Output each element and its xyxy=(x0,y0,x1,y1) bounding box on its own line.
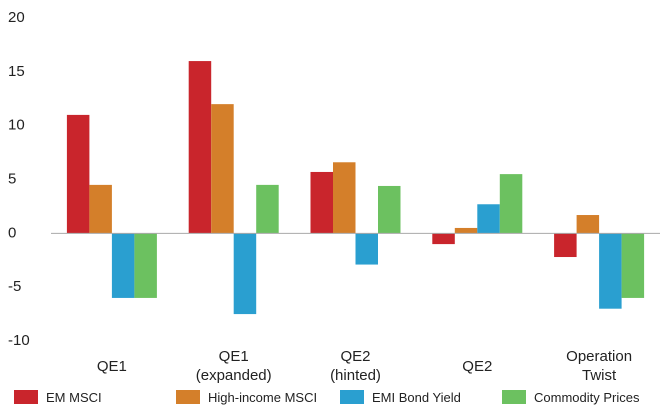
bar xyxy=(188,61,212,234)
legend-item: EM MSCI xyxy=(14,389,102,405)
legend-label: EMI Bond Yield xyxy=(372,389,461,405)
y-tick-label: -5 xyxy=(8,278,21,295)
bar xyxy=(454,227,478,234)
bar xyxy=(111,233,135,298)
bar xyxy=(432,233,455,245)
legend-swatch xyxy=(502,390,526,404)
legend-label: EM MSCI xyxy=(46,389,102,405)
y-tick-label: -10 xyxy=(8,332,30,349)
bar xyxy=(477,204,500,234)
y-tick-label: 15 xyxy=(8,63,25,80)
bar xyxy=(256,184,279,234)
legend-label: Commodity Prices xyxy=(534,389,640,405)
y-tick-label: 0 xyxy=(8,224,16,241)
legend-swatch xyxy=(176,390,200,404)
bar xyxy=(333,162,356,234)
legend-item: High-income MSCI xyxy=(176,389,317,405)
y-tick-label: 10 xyxy=(8,117,25,134)
bar xyxy=(310,171,333,234)
bar xyxy=(378,185,401,234)
y-tick-label: 5 xyxy=(8,170,16,187)
bar xyxy=(576,215,600,234)
legend-label: High-income MSCI xyxy=(208,389,318,405)
bar xyxy=(355,233,378,265)
bar xyxy=(66,114,90,234)
bar xyxy=(134,233,157,298)
x-tick-label: Operation Twist xyxy=(566,348,633,384)
x-tick-label: QE1 (expanded) xyxy=(195,348,272,384)
bar xyxy=(89,184,112,234)
x-tick-label: QE2 (hinted) xyxy=(330,348,381,384)
legend-item: Commodity Prices xyxy=(502,389,639,405)
y-tick-label: 20 xyxy=(8,9,25,26)
bar xyxy=(599,233,622,309)
bar xyxy=(554,233,577,258)
bar xyxy=(499,174,523,234)
x-tick-label: QE2 xyxy=(462,357,493,375)
x-tick-label: QE1 xyxy=(96,357,127,375)
legend-swatch xyxy=(14,390,38,404)
bar xyxy=(233,233,257,315)
bar xyxy=(621,233,645,298)
legend-swatch xyxy=(340,390,364,404)
legend-item: EMI Bond Yield xyxy=(340,389,461,405)
bar xyxy=(211,104,234,234)
